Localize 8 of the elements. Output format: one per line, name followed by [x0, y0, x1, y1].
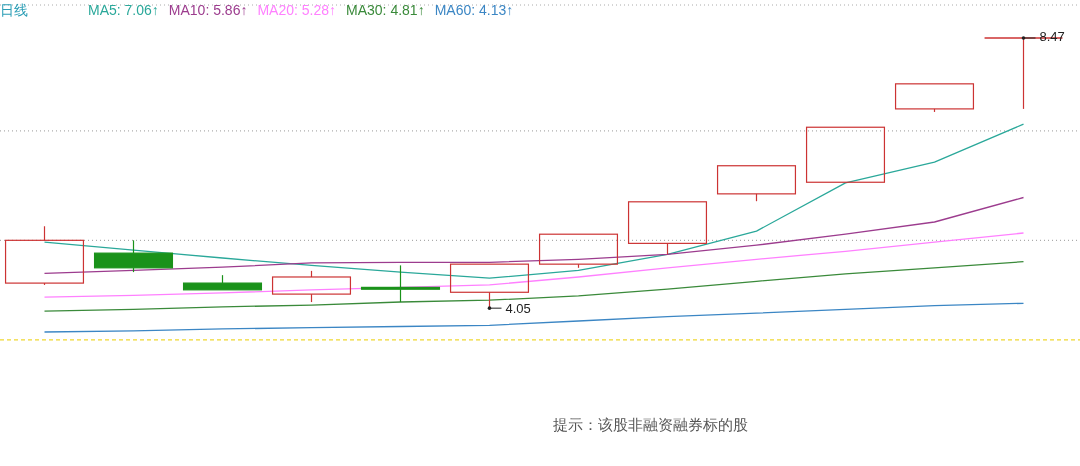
- title: 日线: [0, 2, 28, 18]
- legend: MA5: 7.06↑: [88, 2, 159, 18]
- legend: MA20: 5.28↑: [257, 2, 337, 18]
- legend: MA10: 5.86↑: [168, 2, 248, 18]
- legend: MA60: 4.13↑: [434, 2, 514, 18]
- annotation: 4.05: [505, 301, 531, 317]
- annotation: 提示：该股非融资融券标的股: [552, 416, 748, 433]
- legend: MA30: 4.81↑: [346, 2, 425, 18]
